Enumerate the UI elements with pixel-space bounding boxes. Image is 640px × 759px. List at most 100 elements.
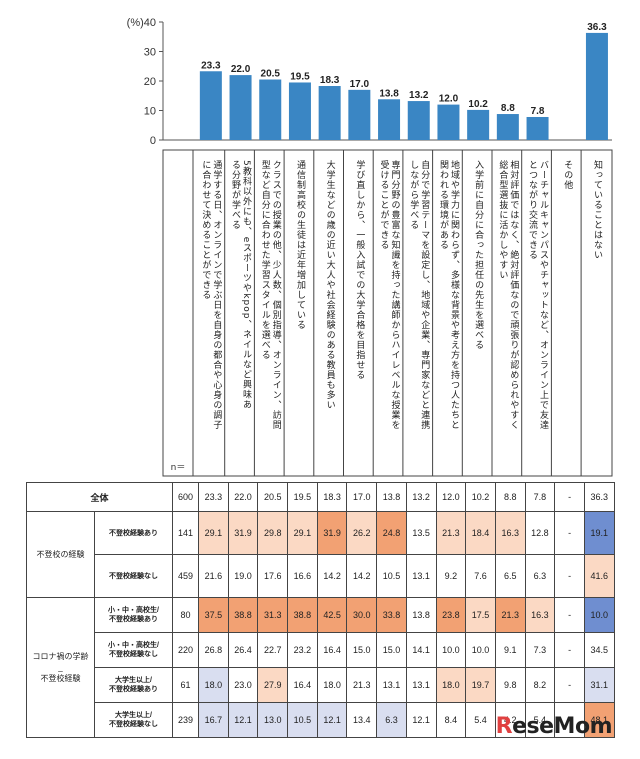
- data-label: 18.3: [320, 75, 340, 86]
- table-cell: 12.0: [435, 482, 467, 512]
- table-cell: 6.5: [494, 554, 526, 598]
- table-cell: 22.7: [257, 632, 289, 668]
- category-label: しながら学べる: [408, 160, 419, 230]
- table-cell: -: [554, 511, 585, 555]
- category-label: 学び直しから、一般入試での大学合格を目指せる: [354, 159, 365, 380]
- bar: [318, 86, 341, 140]
- table-cell: -: [554, 702, 585, 738]
- bar: [526, 116, 549, 140]
- table-cell: 10.2: [465, 482, 496, 512]
- table-cell: 13.1: [405, 667, 437, 703]
- table-cell: 27.9: [257, 667, 289, 703]
- table-cell: 6.3: [524, 554, 556, 598]
- table-cell: 29.8: [257, 511, 289, 555]
- table-cell: 10.5: [376, 554, 407, 598]
- data-label: 22.0: [231, 64, 251, 75]
- table-cell: 8.8: [494, 482, 526, 512]
- row-label: 不登校経験なし: [93, 554, 174, 598]
- bar: [407, 101, 430, 140]
- category-label: 総合型選抜に活かしやすい: [497, 159, 508, 280]
- row-label: 小・中・高校生/ 不登校経験なし: [93, 632, 174, 668]
- table-cell: 20.5: [257, 482, 289, 512]
- table-cell: 16.3: [494, 511, 526, 555]
- category-label: バーチャルキャンパスやチャットなど、オンライン上で友達: [538, 160, 549, 430]
- bar: [378, 99, 401, 140]
- table-cell: 41.6: [583, 554, 615, 598]
- category-label: 通学する日、オンラインで学ぶ日を自身の都合や心身の調子: [211, 160, 222, 430]
- bar: [288, 82, 311, 140]
- bar-chart: 0 10 20 30 (%)40 23.3 22.0 20.5 19.5 18.3 17.0 13.…: [127, 17, 613, 477]
- table-cell: 16.7: [198, 702, 229, 738]
- n-label: n＝: [171, 463, 186, 473]
- table-cell: 7.6: [465, 554, 496, 598]
- table-cell: 12.8: [524, 511, 556, 555]
- table-row: 大学生以上/ 不登校経験あり 61 18.0 23.0 27.9 16.4 18.0 21.3…: [27, 667, 615, 703]
- category-label: 専門分野の豊富な知識を持った講師からハイレベルな授業を: [390, 159, 401, 430]
- table-cell: 12.1: [316, 702, 348, 738]
- data-label: 13.2: [409, 90, 429, 101]
- table-cell: 23.0: [227, 667, 259, 703]
- resemom-logo: ReseMom: [495, 714, 613, 739]
- table-cell: 37.5: [198, 597, 229, 633]
- table-cell: 18.0: [198, 667, 229, 703]
- table-cell: 34.5: [583, 632, 615, 668]
- data-label: 20.5: [261, 69, 281, 80]
- table-cell: 13.8: [376, 482, 407, 512]
- row-label: 大学生以上/ 不登校経験なし: [93, 702, 174, 738]
- table-row: コロナ禍の学齢_ 不登校経験 小・中・高校生/ 不登校経験あり 80 37.5 38.8…: [26, 597, 615, 738]
- table-cell: 23.3: [198, 482, 229, 512]
- bar: [496, 114, 519, 140]
- table-cell: 18.0: [435, 667, 467, 703]
- table-cell: 13.8: [405, 597, 437, 633]
- table-cell: -: [554, 667, 585, 703]
- table-cell: 19.1: [583, 511, 615, 555]
- table-cell: 13.1: [405, 554, 437, 598]
- table-cell: 14.2: [316, 554, 348, 598]
- sample-size: 459: [172, 554, 200, 598]
- data-label: 13.8: [379, 88, 399, 99]
- table-cell: 21.3: [494, 597, 526, 633]
- table-cell: 9.2: [435, 554, 467, 598]
- bar: [199, 71, 222, 140]
- data-label: 17.0: [350, 79, 370, 90]
- category-label: 大学生などの歳の近い大人や社会経験のある教員も多い: [325, 159, 336, 410]
- table-cell: 8.4: [435, 702, 467, 738]
- table-cell: 31.9: [227, 511, 259, 555]
- table-cell: 29.1: [198, 511, 229, 555]
- table-cell: 13.2: [405, 482, 437, 512]
- category-labels: n＝ 通学する日、オンラインで学ぶ日を自身の都合や心身の調子に合わせて決めることが…: [162, 149, 613, 477]
- table-cell: 14.2: [346, 554, 378, 598]
- table-cell: 38.8: [227, 597, 259, 633]
- table-cell: 31.3: [257, 597, 289, 633]
- table-cell: 18.4: [465, 511, 496, 555]
- table-cell: 21.3: [435, 511, 467, 555]
- row-label: 小・中・高校生/ 不登校経験あり: [93, 597, 174, 633]
- table-cell: 19.5: [287, 482, 318, 512]
- category-label: とつながり交流できる: [527, 160, 538, 260]
- table-cell: 7.8: [524, 482, 556, 512]
- y-tick-label: (%)40: [127, 17, 156, 29]
- table-cell: 23.2: [287, 632, 318, 668]
- y-tick-label: 0: [150, 135, 156, 147]
- category-label: 通信制高校の生徒は近年増加している: [295, 160, 306, 330]
- table-row: 大学生以上/ 不登校経験なし 239 16.7 12.1 13.0 10.5 12.1 13.…: [27, 702, 615, 738]
- table-cell: 17.0: [346, 482, 378, 512]
- table-cell: 24.8: [376, 511, 407, 555]
- table-cell: 23.8: [435, 597, 467, 633]
- table-cell: 16.3: [524, 597, 556, 633]
- table-cell: 12.1: [227, 702, 259, 738]
- category-label: 関われる環境がある: [438, 160, 449, 250]
- row-label: 不登校経験あり: [93, 511, 174, 555]
- table-cell: 36.3: [583, 482, 615, 512]
- category-label: クラスでの授業の他、少人数、個別指導、オンライン、訪問: [271, 160, 282, 430]
- table-row: 不登校の経験 不登校経験あり 141 29.1 31.9 29.8 29.1 31.9 26.2…: [26, 511, 615, 598]
- table-cell: 17.6: [257, 554, 289, 598]
- table-row: 不登校経験なし 459 21.6 19.0 17.6 16.6 14.2 14.2 10.5 13…: [27, 554, 615, 598]
- crosstab-table: 全体 600 23.3 22.0 20.5 19.5 18.3 17.0 13.8 13.2 12.…: [25, 482, 615, 738]
- data-label: 8.8: [501, 103, 515, 114]
- table-cell: 13.4: [346, 702, 378, 738]
- table-cell: 33.8: [376, 597, 407, 633]
- sample-size: 61: [172, 667, 200, 703]
- table-cell: 10.5: [287, 702, 318, 738]
- row-label: 大学生以上/ 不登校経験あり: [93, 667, 174, 703]
